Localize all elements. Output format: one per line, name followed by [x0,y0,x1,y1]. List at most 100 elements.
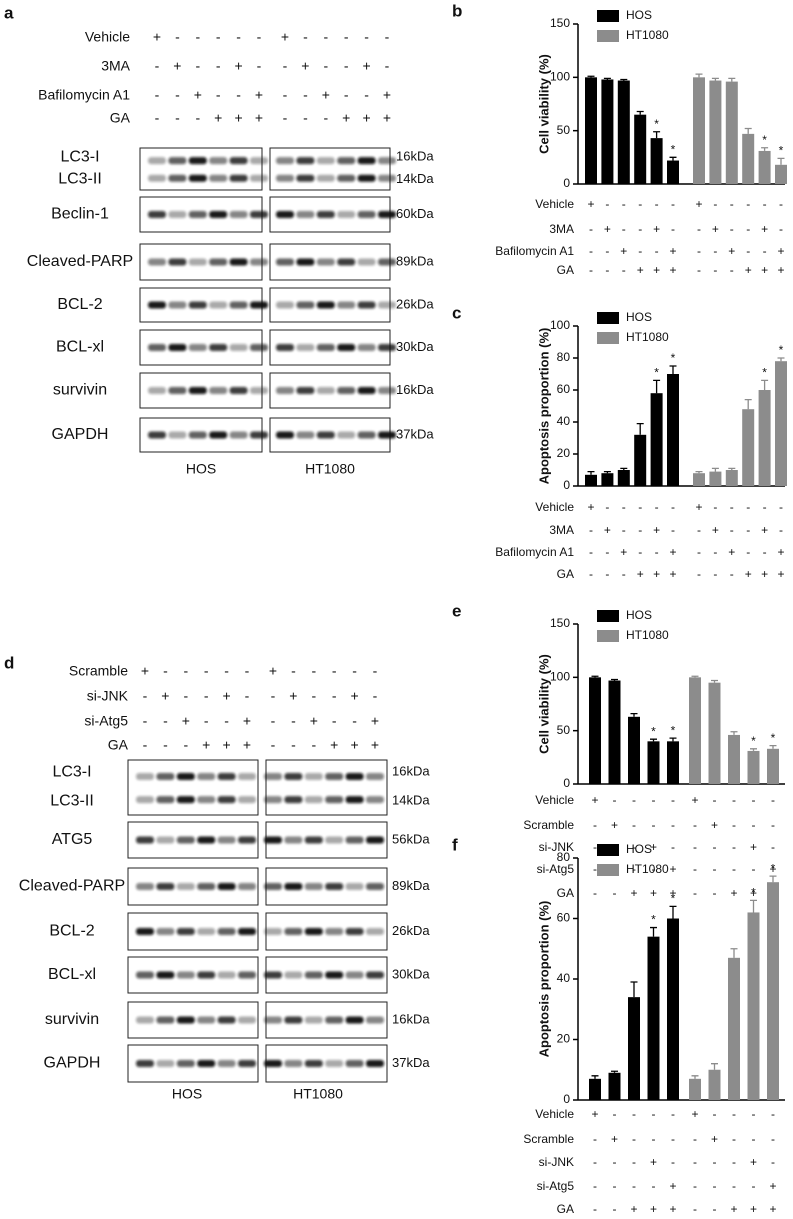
band [238,796,256,804]
condition-sign: - [311,688,316,704]
band [188,387,207,394]
bar [608,680,621,784]
band [168,157,187,165]
band [337,301,356,309]
band [136,836,154,844]
significance-mark: * [671,143,676,157]
condition-sign: - [638,222,642,236]
condition-sign: - [771,1155,775,1169]
size-label: 14kDa [392,793,430,808]
condition-sign: - [732,818,736,832]
condition-label: si-Atg5 [537,862,575,876]
band [284,796,303,804]
y-axis-label: Cell viability (%) [536,54,551,154]
significance-mark: * [771,861,776,875]
condition-sign: - [257,58,262,74]
significance-mark: * [762,366,767,380]
condition-sign: - [746,197,750,211]
band [296,211,315,218]
condition-sign: - [693,1132,697,1146]
condition-label: 3MA [549,523,574,537]
condition-sign: - [697,263,701,277]
band [378,344,396,351]
condition-sign: + [611,1132,618,1146]
condition-sign: + [650,840,657,854]
bar [725,81,738,184]
condition-sign: - [344,87,349,103]
error-bar [591,1075,599,1079]
condition-sign: - [652,1107,656,1121]
condition-sign: + [777,545,784,559]
bar [742,409,755,486]
band [176,1016,195,1024]
band [217,1060,236,1067]
band [284,836,303,844]
band [357,157,376,165]
condition-sign: + [630,1202,637,1216]
protein-label: survivin [53,382,107,399]
bar [628,997,640,1100]
significance-mark: * [654,366,659,380]
condition-sign: - [613,1155,617,1169]
condition-sign: - [163,737,168,753]
condition-sign: - [763,545,767,559]
condition-sign: - [771,1107,775,1121]
band [378,387,396,394]
band [136,773,154,780]
error-bar [636,422,644,435]
condition-sign: + [383,87,391,103]
condition-sign: + [653,263,660,277]
band [264,1016,282,1024]
condition-sign: + [728,545,735,559]
condition-sign: + [223,737,231,753]
band [250,344,268,351]
bar [742,133,755,184]
condition-sign: + [750,1155,757,1169]
condition-label: Bafilomycin A1 [38,87,130,103]
condition-sign: - [291,737,296,753]
condition-sign: + [630,886,637,900]
bar [758,390,771,486]
condition-sign: - [589,523,593,537]
condition-sign: + [637,567,644,581]
band [136,1016,154,1024]
condition-sign: + [235,110,243,126]
condition-label: GA [557,567,574,581]
band [325,928,344,935]
band [176,883,195,890]
band [276,211,294,218]
band [264,836,282,844]
significance-mark: * [651,913,656,927]
bar [650,138,663,184]
size-label: 89kDa [396,253,434,268]
condition-sign: + [371,737,379,753]
band [156,971,175,979]
condition-sign: - [204,688,209,704]
y-tick-label: 100 [550,318,570,332]
band [357,258,376,266]
band [284,773,303,780]
condition-sign: - [697,244,701,258]
condition-sign: - [779,222,783,236]
condition-sign: - [323,110,328,126]
legend-label: HOS [626,8,652,22]
condition-sign: + [591,793,598,807]
condition-sign: + [761,567,768,581]
condition-sign: - [632,793,636,807]
significance-mark: * [771,731,776,745]
y-tick-label: 50 [557,723,571,737]
band [209,157,228,165]
band [197,1060,216,1067]
condition-sign: - [671,793,675,807]
error-bar [611,678,618,681]
condition-sign: - [671,1132,675,1146]
legend-label: HOS [626,842,652,856]
band [357,174,376,182]
panel-letter: c [452,303,461,322]
condition-sign: - [216,29,221,45]
condition-sign: + [371,713,379,729]
condition-sign: - [713,862,717,876]
condition-sign: + [255,110,263,126]
condition-sign: + [202,737,210,753]
bar [747,912,760,1100]
